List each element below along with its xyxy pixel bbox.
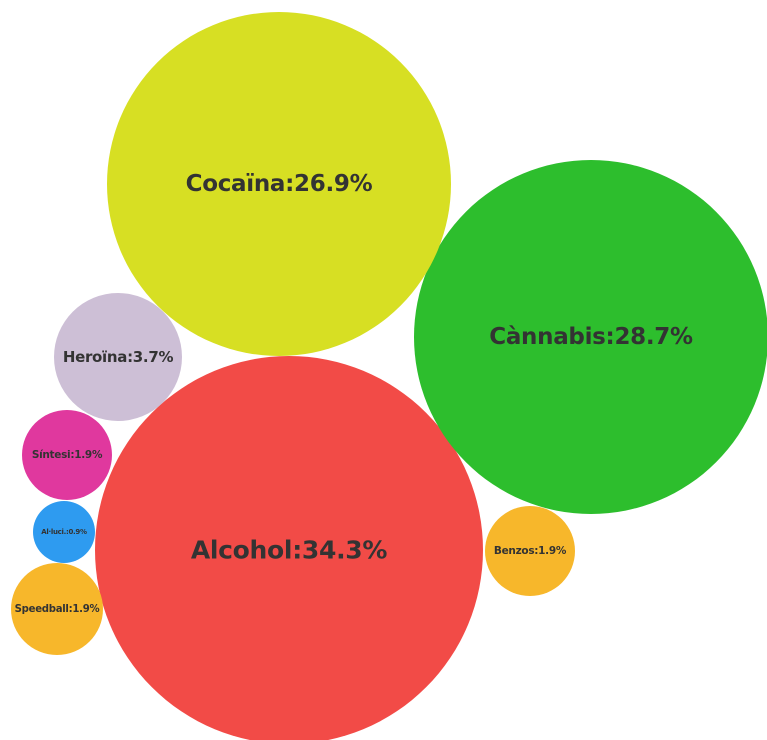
- bubble-label-alcohol: Alcohol:34.3%: [191, 536, 388, 565]
- bubble-label-sintesi: Síntesi:1.9%: [32, 449, 103, 461]
- bubble-label-cannabis: Cànnabis:28.7%: [489, 324, 693, 350]
- bubble-circle-speedball: [11, 563, 103, 655]
- bubble-circle-al-luci: [33, 501, 95, 563]
- bubble-heroina: Heroïna:3.7%: [54, 293, 182, 421]
- bubble-label-heroina: Heroïna:3.7%: [63, 348, 174, 366]
- bubble-circle-cannabis: [414, 160, 767, 514]
- bubble-circle-alcohol: [95, 356, 483, 740]
- bubble-circle-cocaina: [107, 12, 451, 356]
- bubble-circle-sintesi: [22, 410, 112, 500]
- bubble-cannabis: Cànnabis:28.7%: [414, 160, 767, 514]
- bubble-circle-benzos: [485, 506, 575, 596]
- bubble-label-cocaina: Cocaïna:26.9%: [186, 171, 373, 197]
- bubble-cocaina: Cocaïna:26.9%: [107, 12, 451, 356]
- bubble-benzos: Benzos:1.9%: [485, 506, 575, 596]
- bubble-sintesi: Síntesi:1.9%: [22, 410, 112, 500]
- bubble-label-speedball: Speedball:1.9%: [15, 603, 100, 615]
- bubble-label-benzos: Benzos:1.9%: [494, 545, 567, 557]
- bubble-alcohol: Alcohol:34.3%: [95, 356, 483, 740]
- bubble-label-al-luci: Al·luci.:0.9%: [41, 528, 87, 536]
- bubble-circle-heroina: [54, 293, 182, 421]
- bubble-al-luci: Al·luci.:0.9%: [33, 501, 95, 563]
- bubble-speedball: Speedball:1.9%: [11, 563, 103, 655]
